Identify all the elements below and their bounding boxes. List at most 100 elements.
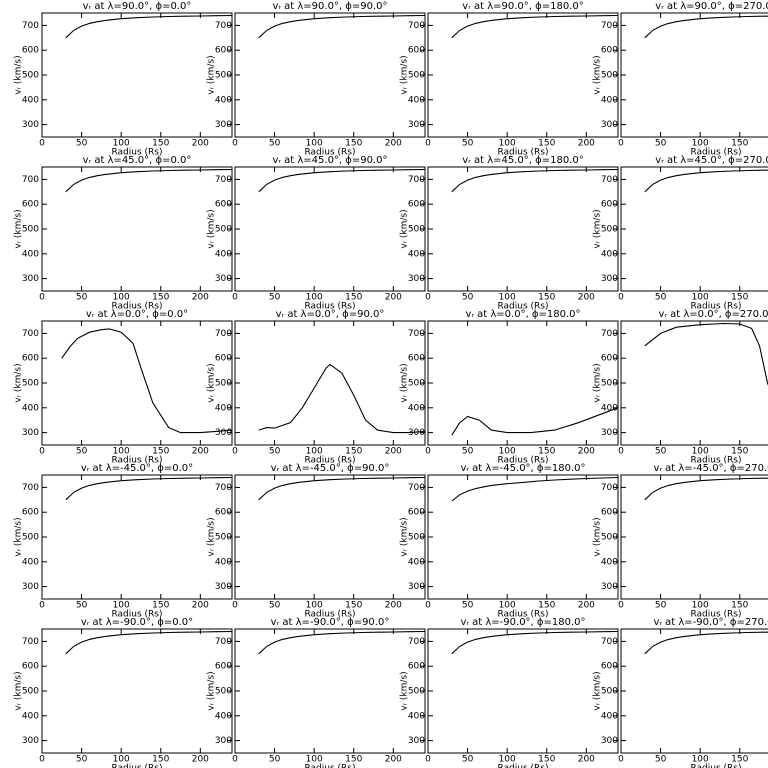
y-tick-label: 600	[408, 508, 425, 518]
y-tick-label: 500	[215, 225, 232, 235]
y-tick-label: 300	[22, 120, 39, 130]
y-tick-label: 500	[215, 379, 232, 389]
y-axis-label: vᵣ (km/s)	[207, 363, 217, 402]
y-tick-label: 400	[215, 557, 232, 567]
x-tick-label: 200	[385, 447, 402, 457]
x-tick-label: 50	[655, 293, 667, 303]
x-tick-label: 100	[113, 601, 130, 611]
x-axis-label: Radius (Rs)	[111, 302, 162, 312]
panel: vᵣ at λ=-90.0°, ϕ=90.0° 0 50 100 150 200 300 40…	[207, 617, 426, 768]
x-tick-label: 0	[232, 139, 238, 149]
y-tick-label: 400	[408, 403, 425, 413]
y-tick-label: 600	[601, 508, 618, 518]
plot-frame	[427, 12, 619, 138]
panel-title: vᵣ at λ=0.0°, ϕ=90.0°	[276, 309, 385, 320]
x-tick-label: 100	[113, 447, 130, 457]
y-tick-label: 300	[215, 120, 232, 130]
y-tick-label: 600	[22, 46, 39, 56]
y-tick-label: 400	[408, 95, 425, 105]
x-tick-label: 0	[39, 755, 45, 765]
x-tick-label: 200	[192, 293, 209, 303]
y-tick-label: 300	[215, 428, 232, 438]
y-axis-label: vᵣ (km/s)	[207, 55, 217, 94]
x-tick-label: 50	[655, 139, 667, 149]
x-tick-label: 200	[192, 601, 209, 611]
x-tick-label: 50	[462, 755, 474, 765]
y-axis-label: vᵣ (km/s)	[207, 517, 217, 556]
x-tick-label: 150	[731, 139, 748, 149]
y-tick-label: 400	[22, 249, 39, 259]
plot-frame	[427, 166, 619, 292]
panel-title: vᵣ at λ=-45.0°, ϕ=0.0°	[81, 463, 193, 474]
x-axis-label: Radius (Rs)	[497, 456, 548, 466]
y-tick-label: 500	[22, 225, 39, 235]
x-tick-label: 50	[76, 601, 88, 611]
x-tick-label: 150	[731, 293, 748, 303]
x-tick-label: 100	[499, 601, 516, 611]
y-tick-label: 400	[215, 95, 232, 105]
x-tick-label: 150	[731, 601, 748, 611]
y-tick-label: 300	[215, 736, 232, 746]
panel-title: vᵣ at λ=-90.0°, ϕ=90.0°	[271, 617, 390, 628]
y-tick-label: 600	[601, 662, 618, 672]
panel-title: vᵣ at λ=-45.0°, ϕ=90.0°	[271, 463, 390, 474]
y-tick-label: 500	[408, 533, 425, 543]
y-tick-label: 600	[22, 662, 39, 672]
panel-title: vᵣ at λ=0.0°, ϕ=270.0°	[658, 309, 768, 320]
x-tick-label: 100	[692, 601, 709, 611]
y-tick-label: 600	[408, 200, 425, 210]
y-tick-label: 400	[601, 249, 618, 259]
y-tick-label: 500	[22, 71, 39, 81]
data-line	[258, 630, 426, 655]
y-tick-label: 400	[408, 249, 425, 259]
panel: vᵣ at λ=0.0°, ϕ=270.0°050100150200300400…	[593, 309, 768, 466]
y-tick-label: 400	[601, 711, 618, 721]
x-tick-label: 0	[425, 139, 431, 149]
x-tick-label: 0	[232, 755, 238, 765]
y-tick-label: 600	[22, 354, 39, 364]
panel-title: vᵣ at λ=-90.0°, ϕ=180.0°	[460, 617, 585, 628]
x-axis-label: Radius (Rs)	[690, 456, 741, 466]
panel-title: vᵣ at λ=90.0°, ϕ=90.0°	[272, 1, 387, 12]
plot-frame	[234, 474, 426, 600]
y-tick-label: 300	[601, 428, 618, 438]
plot-frame	[41, 166, 233, 292]
y-tick-label: 400	[22, 711, 39, 721]
y-tick-label: 300	[22, 736, 39, 746]
y-axis-label: vᵣ (km/s)	[14, 363, 24, 402]
y-tick-label: 300	[215, 582, 232, 592]
panel: vᵣ at λ=0.0°, ϕ=0.0° 0 50 100 150 200 300 400 50…	[14, 309, 233, 466]
x-axis-label: Radius (Rs)	[304, 302, 355, 312]
x-tick-label: 0	[232, 293, 238, 303]
y-tick-label: 600	[22, 200, 39, 210]
x-tick-label: 200	[578, 755, 595, 765]
x-tick-label: 100	[113, 139, 130, 149]
data-line	[61, 328, 233, 434]
x-tick-label: 50	[462, 293, 474, 303]
x-tick-label: 0	[232, 601, 238, 611]
panel: vᵣ at λ=-45.0°, ϕ=90.0° 0 50 100 150 200 300 40…	[207, 463, 426, 620]
y-tick-label: 600	[408, 46, 425, 56]
x-axis-label: Radius (Rs)	[497, 302, 548, 312]
y-tick-label: 700	[22, 329, 39, 339]
panel-title: vᵣ at λ=90.0°, ϕ=0.0°	[83, 1, 192, 12]
y-tick-label: 500	[601, 379, 618, 389]
data-line	[65, 14, 233, 39]
y-tick-label: 500	[215, 533, 232, 543]
x-tick-label: 0	[232, 447, 238, 457]
x-tick-label: 0	[39, 139, 45, 149]
x-tick-label: 150	[152, 139, 169, 149]
y-tick-label: 700	[22, 21, 39, 31]
x-axis-label: Radius (Rs)	[304, 764, 355, 768]
plot-frame	[234, 12, 426, 138]
y-tick-label: 500	[601, 533, 618, 543]
y-axis-label: vᵣ (km/s)	[14, 671, 24, 710]
x-tick-label: 50	[76, 293, 88, 303]
y-tick-label: 300	[215, 274, 232, 284]
plot-frame	[620, 12, 768, 138]
x-tick-label: 50	[76, 755, 88, 765]
x-tick-label: 50	[269, 447, 281, 457]
x-axis-label: Radius (Rs)	[304, 456, 355, 466]
plot-frame	[620, 166, 768, 292]
y-axis-label: vᵣ (km/s)	[400, 55, 410, 94]
